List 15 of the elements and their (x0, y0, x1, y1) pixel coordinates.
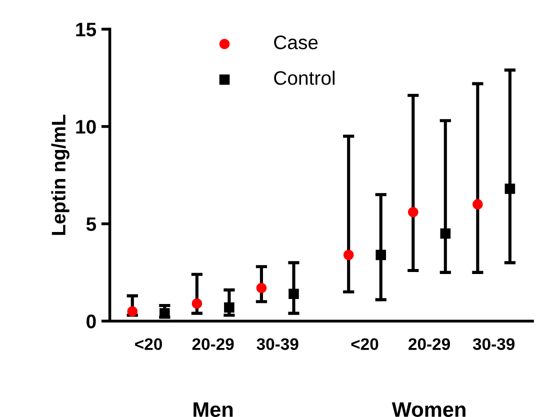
x-tick-label: 30-39 (472, 338, 515, 350)
y-tick-label: 5 (86, 217, 96, 232)
x-tick-label: 20-29 (192, 338, 234, 350)
y-tick-label: 0 (86, 314, 96, 328)
y-tick-label: 15 (76, 22, 96, 36)
x-tick-label: <20 (135, 338, 162, 350)
text: Men (194, 402, 233, 417)
text: Women (392, 402, 466, 417)
x-tick-label: <20 (351, 338, 378, 350)
y-axis-title: Leptin ng/mL (51, 114, 70, 235)
legend-label: Control (274, 70, 335, 85)
legend-label: Case (274, 36, 318, 50)
y-tick-label: 10 (76, 120, 96, 134)
x-tick-label: 20-29 (408, 338, 450, 350)
x-tick-label: 30-39 (256, 338, 298, 350)
